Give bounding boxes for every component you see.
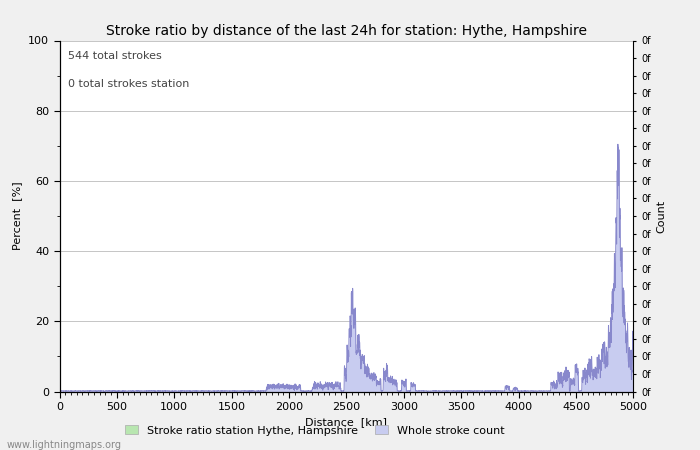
X-axis label: Distance  [km]: Distance [km] [305,418,388,428]
Title: Stroke ratio by distance of the last 24h for station: Hythe, Hampshire: Stroke ratio by distance of the last 24h… [106,24,587,38]
Y-axis label: Percent  [%]: Percent [%] [13,182,22,250]
Text: www.lightningmaps.org: www.lightningmaps.org [7,440,122,450]
Legend: Stroke ratio station Hythe, Hampshire, Whole stroke count: Stroke ratio station Hythe, Hampshire, W… [120,421,510,440]
Text: 544 total strokes: 544 total strokes [68,51,162,61]
Text: 0 total strokes station: 0 total strokes station [68,79,190,89]
Y-axis label: Count: Count [656,199,666,233]
